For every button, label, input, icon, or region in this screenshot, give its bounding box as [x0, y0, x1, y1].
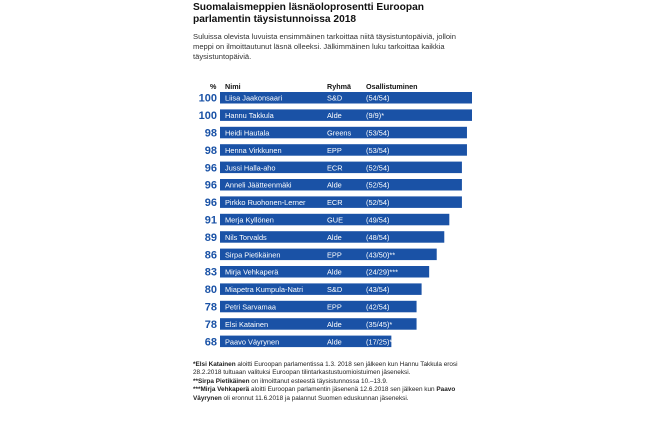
attendance-label: (52/54) [366, 181, 389, 190]
group-label: S&D [327, 285, 342, 294]
attendance-label: (48/54) [366, 233, 389, 242]
value-label: 86 [205, 249, 217, 261]
value-label: 78 [205, 302, 217, 314]
attendance-label: (42/54) [366, 303, 389, 312]
footnote-3: ***Mirja Vehkaperä aloitti Euroopan parl… [193, 386, 456, 402]
bar [220, 213, 450, 226]
attendance-label: (54/54) [366, 94, 389, 103]
attendance-label: (9/9)* [366, 111, 384, 120]
attendance-label: (52/54) [366, 163, 389, 172]
name-label: Miapetra Kumpula-Natri [225, 285, 303, 294]
footnotes: *Elsi Katainen aloitti Euroopan parlamen… [193, 361, 471, 403]
group-label: EPP [327, 250, 342, 259]
name-label: Jussi Halla-aho [225, 163, 276, 172]
value-label: 100 [199, 110, 217, 122]
header-name: Nimi [225, 82, 241, 91]
header-group: Ryhmä [327, 82, 351, 91]
name-label: Sirpa Pietikäinen [225, 250, 280, 259]
bar [220, 196, 462, 208]
attendance-bar-chart: 100 Liisa Jaakonsaari S&D (54/54) 100 Hannu T… [199, 92, 472, 348]
bar [220, 161, 462, 174]
group-label: Alde [327, 268, 342, 277]
name-label: Merja Kyllönen [225, 216, 274, 225]
value-label: 78 [205, 319, 217, 331]
group-label: Greens [327, 129, 352, 138]
attendance-label: (53/54) [366, 146, 389, 155]
group-label: Alde [327, 233, 342, 242]
name-label: Elsi Katainen [225, 320, 268, 329]
bar [220, 283, 422, 295]
chart-subtitle: Suluissa olevista luvuista ensimmäinen t… [193, 32, 456, 61]
group-label: Alde [327, 181, 342, 190]
group-label: ECR [327, 198, 343, 207]
value-label: 98 [205, 145, 217, 157]
value-label: 89 [205, 232, 217, 244]
name-label: Petri Sarvamaa [225, 303, 277, 312]
group-label: EPP [327, 303, 342, 312]
attendance-label: (52/54) [366, 198, 389, 207]
group-label: GUE [327, 216, 343, 225]
value-label: 96 [205, 162, 217, 174]
name-label: Liisa Jaakonsaari [225, 94, 282, 103]
attendance-label: (35/45)* [366, 320, 392, 329]
bar [220, 92, 472, 104]
group-label: Alde [327, 337, 342, 346]
value-label: 83 [205, 267, 217, 279]
group-label: ECR [327, 163, 343, 172]
name-label: Anneli Jäätteenmäki [225, 181, 292, 190]
bar [220, 266, 430, 278]
footnote-2: **Sirpa Pietikäinen on ilmoittanut estee… [193, 377, 388, 385]
attendance-label: (24/29)*** [366, 268, 398, 277]
value-label: 96 [205, 180, 217, 192]
name-label: Nils Torvalds [225, 233, 267, 242]
value-label: 96 [205, 197, 217, 209]
group-label: Alde [327, 320, 342, 329]
infographic-card: Suomalaismeppien läsnäoloprosentti Euroo… [190, 0, 472, 440]
bar [220, 144, 467, 156]
name-label: Pirkko Ruohonen-Lerner [225, 198, 306, 207]
bar [220, 126, 467, 139]
group-label: S&D [327, 94, 342, 103]
bar [220, 335, 392, 348]
attendance-label: (49/54) [366, 216, 389, 225]
bar [220, 300, 417, 313]
value-label: 98 [205, 128, 217, 140]
bar [220, 248, 437, 261]
bar [220, 318, 417, 330]
attendance-label: (53/54) [366, 129, 389, 138]
name-label: Heidi Hautala [225, 129, 270, 138]
bar [220, 109, 472, 121]
attendance-label: (43/50)** [366, 250, 395, 259]
attendance-label: (17/25)*** [366, 337, 398, 346]
value-label: 91 [205, 215, 217, 227]
name-label: Paavo Väyrynen [225, 337, 279, 346]
value-label: 100 [199, 93, 217, 105]
name-label: Mirja Vehkaperä [225, 268, 279, 277]
group-label: Alde [327, 111, 342, 120]
name-label: Hannu Takkula [225, 111, 275, 120]
value-label: 68 [205, 336, 217, 348]
bar [220, 179, 462, 191]
chart-title: Suomalaismeppien läsnäoloprosentti Euroo… [193, 2, 424, 25]
value-label: 80 [205, 284, 217, 296]
group-label: EPP [327, 146, 342, 155]
bar [220, 231, 445, 243]
footnote-1: *Elsi Katainen aloitti Euroopan parlamen… [193, 361, 458, 377]
name-label: Henna Virkkunen [225, 146, 282, 155]
header-percent: % [210, 82, 217, 91]
header-attendance: Osallistuminen [366, 82, 418, 91]
attendance-label: (43/54) [366, 285, 389, 294]
